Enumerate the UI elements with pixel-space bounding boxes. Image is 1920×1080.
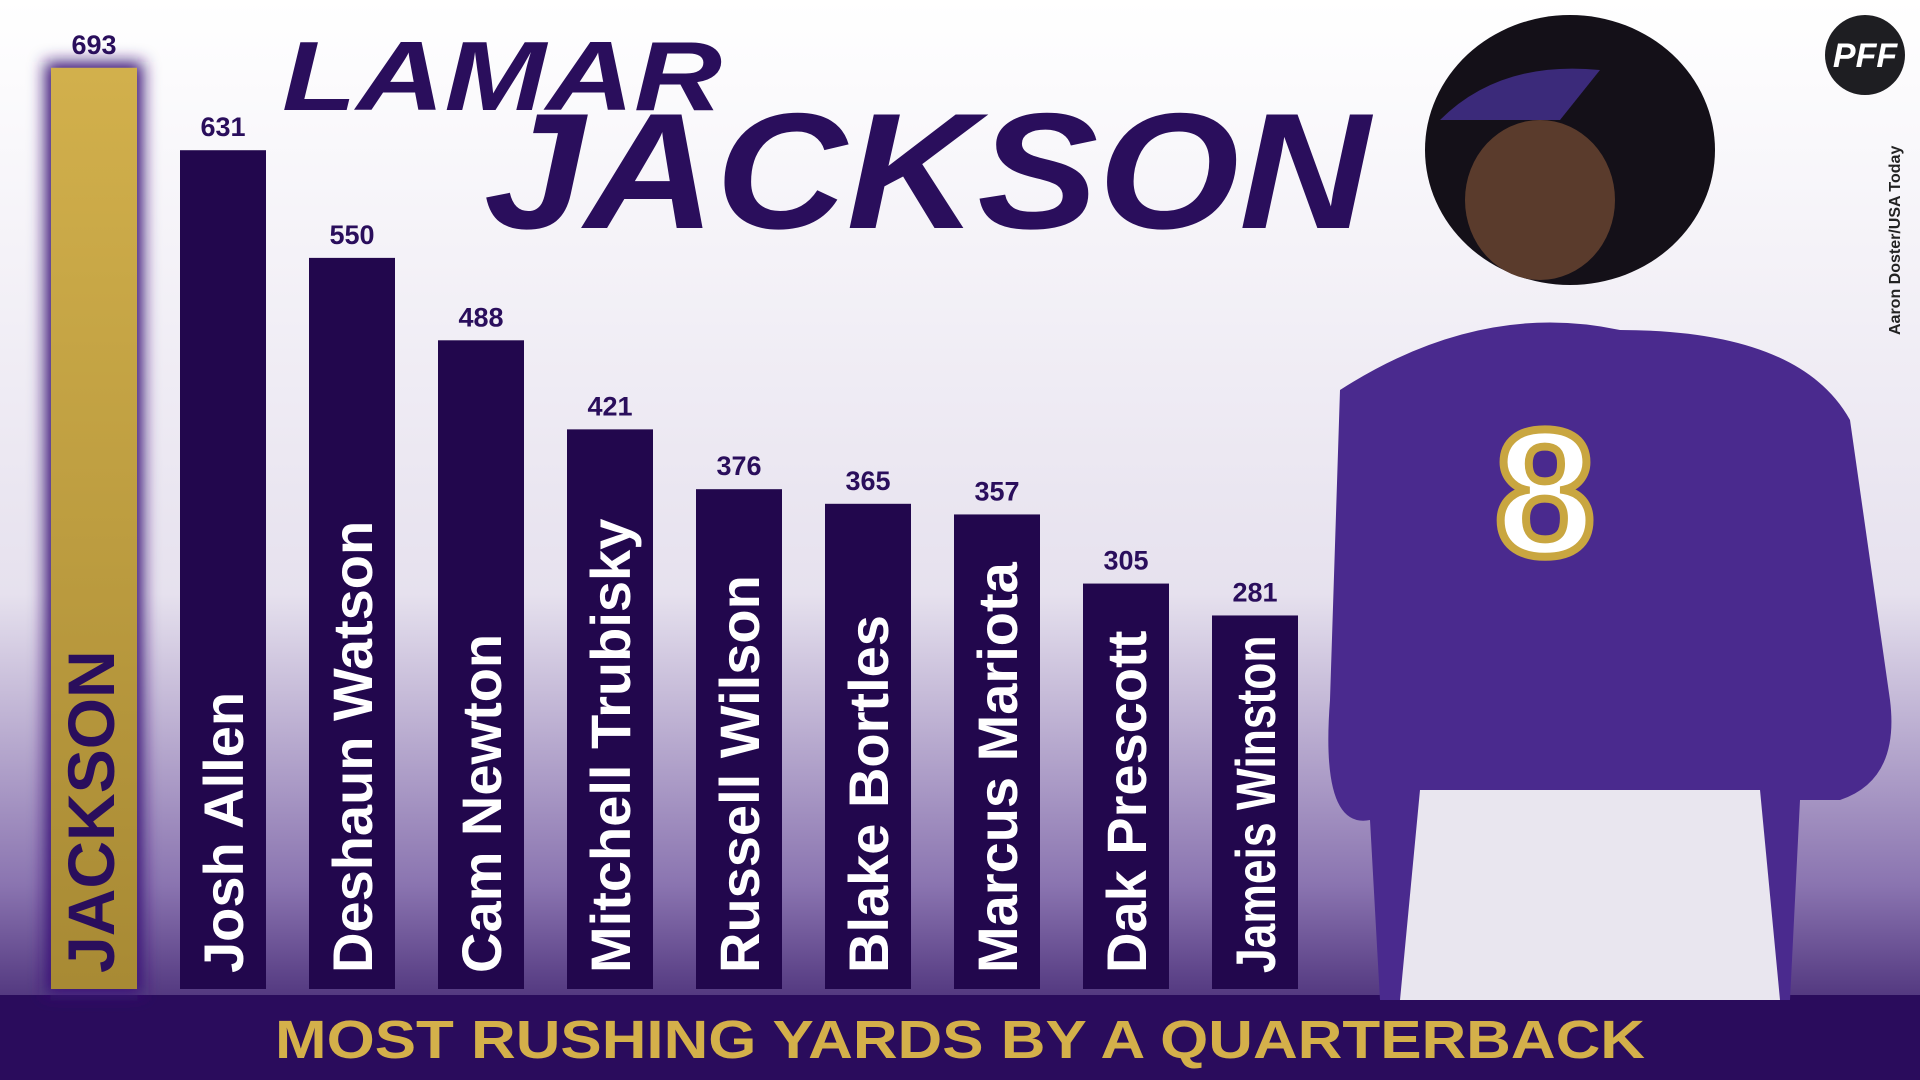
player-photo: 8 [1328, 15, 1892, 1000]
caption: MOST RUSHING YARDS BY A QUARTERBACK [275, 1010, 1645, 1070]
value-label: 421 [587, 391, 632, 421]
bar [309, 257, 395, 989]
bar [1083, 583, 1169, 989]
bars: 693 JACKSON 631 Josh Allen 550 Deshaun Watson… [45, 30, 1298, 995]
title-line: JACKSON [484, 79, 1373, 263]
category-label: Deshaun Watson [321, 521, 384, 973]
value-label: 357 [974, 476, 1019, 506]
logo: PFF [1833, 37, 1898, 75]
category-label: Dak Prescott [1095, 631, 1158, 973]
bar [567, 429, 653, 989]
photo-credit: Aaron Doster/USA Today [1887, 146, 1904, 335]
jersey-number: 8 [1495, 393, 1595, 594]
category-label: Marcus Mariota [966, 561, 1029, 973]
category-label: Cam Newton [450, 634, 513, 973]
value-label: 305 [1103, 546, 1148, 576]
bar [954, 514, 1040, 989]
bar [51, 67, 137, 989]
category-label: Mitchell Trubisky [579, 519, 642, 973]
value-label: 376 [716, 451, 761, 481]
value-label: 631 [200, 112, 245, 142]
category-label: Jameis Winston [1224, 635, 1287, 973]
bar [825, 503, 911, 989]
bar [1212, 615, 1298, 989]
value-label: 488 [458, 302, 503, 332]
category-label: Russell Wilson [708, 575, 771, 973]
value-label: 693 [71, 30, 116, 60]
logo-circle [1825, 15, 1905, 95]
value-label: 281 [1232, 577, 1277, 607]
category-label: Blake Bortles [837, 615, 900, 973]
bar [438, 340, 524, 989]
caption-band [0, 995, 1920, 1080]
category-label: Josh Allen [192, 692, 255, 973]
title-line: LAMAR [282, 21, 722, 131]
bar [696, 489, 782, 989]
bar [180, 150, 266, 989]
value-label: 365 [845, 466, 890, 496]
value-label: 550 [329, 220, 374, 250]
category-label: JACKSON [54, 650, 128, 973]
